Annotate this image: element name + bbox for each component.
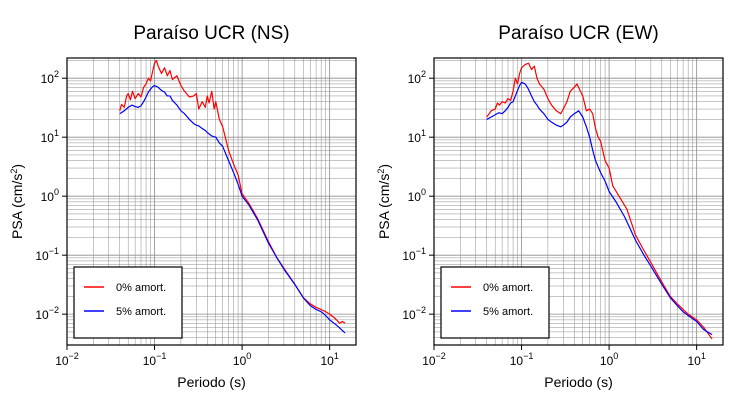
y-tick-label: 10−1: [35, 246, 59, 263]
panel-ew: 10−2 10−1 100 101 10−2 10−1 100 101 102 Paraíso U…: [376, 23, 724, 390]
y-tick-label: 100: [408, 187, 426, 204]
y-tick-label: 10−2: [35, 305, 59, 322]
y-tick-label: 10−2: [402, 305, 426, 322]
legend: 0% amort. 5% amort.: [440, 266, 550, 339]
legend: 0% amort. 5% amort.: [73, 266, 183, 339]
legend-label: 5% amort.: [483, 306, 533, 318]
x-tick-label: 10−2: [422, 351, 446, 368]
y-tick-label: 100: [41, 187, 59, 204]
legend-label: 5% amort.: [116, 306, 166, 318]
x-tick-label: 101: [320, 351, 338, 368]
x-tick-label: 10−1: [143, 351, 167, 368]
series-line-damp5: [486, 81, 713, 336]
legend-label: 0% amort.: [116, 282, 166, 294]
x-axis-label: Periodo (s): [544, 374, 612, 390]
plot-frame: [433, 57, 724, 346]
x-tick-label: 10−2: [55, 351, 79, 368]
y-tick-label: 101: [41, 128, 59, 145]
x-tick-label: 101: [687, 351, 705, 368]
x-axis-label: Periodo (s): [177, 374, 245, 390]
x-tick-label: 10−1: [510, 351, 534, 368]
y-axis-label: PSA (cm/s2): [376, 164, 392, 239]
legend-box: [73, 266, 183, 339]
y-tick-label: 101: [408, 128, 426, 145]
x-tick-label: 100: [600, 351, 618, 368]
y-tick-label: 102: [408, 69, 426, 86]
plot-frame: [66, 57, 357, 346]
chart-title: Paraíso UCR (EW): [498, 23, 658, 44]
legend-label: 0% amort.: [483, 282, 533, 294]
x-tick-label: 100: [233, 351, 251, 368]
chart-title: Paraíso UCR (NS): [133, 23, 289, 44]
legend-box: [440, 266, 550, 339]
series-group: [486, 62, 713, 340]
series-line-damp5: [119, 84, 346, 334]
y-tick-label: 10−1: [402, 246, 426, 263]
series-line-damp0: [486, 62, 713, 340]
y-tick-label: 102: [41, 69, 59, 86]
series-group: [119, 59, 346, 334]
y-axis-label: PSA (cm/s2): [9, 164, 25, 239]
panel-ns: 10−2 10−1 100 101 10−2 10−1 100 101 102 Paraíso U…: [9, 23, 357, 390]
